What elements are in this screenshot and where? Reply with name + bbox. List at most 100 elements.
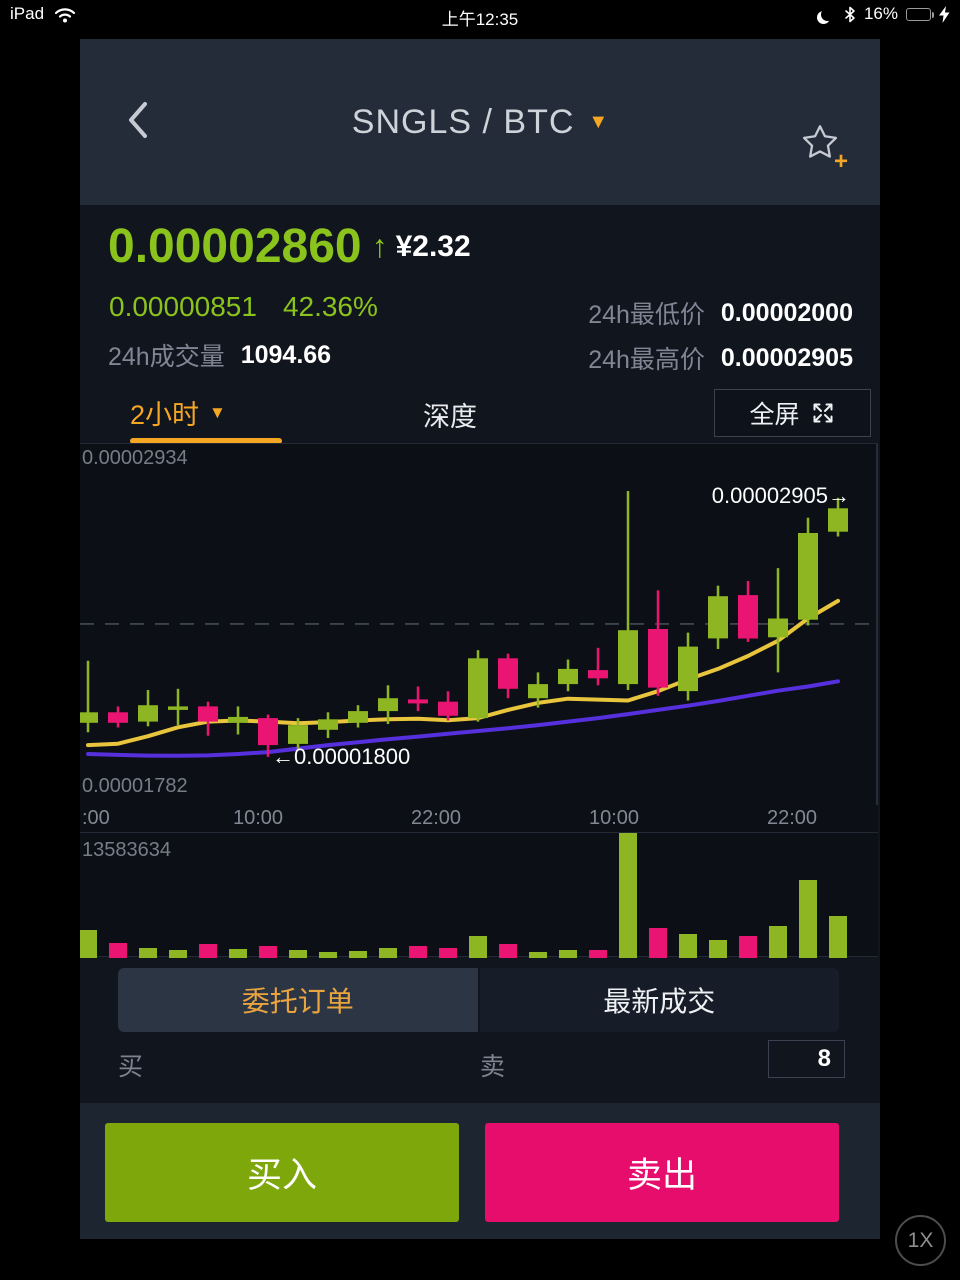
candle-body [798,533,818,620]
candle-svg [78,491,878,758]
volume-bar [409,946,427,958]
volume-bar [529,952,547,958]
time-label: 10:00 [232,807,284,829]
back-chevron-icon [129,102,147,138]
high-value: 0.00002905 [720,343,853,372]
volume-bar [619,833,637,958]
buy-button[interactable]: 买入 [105,1123,459,1222]
low-annotation: ←0.00001800 [272,744,410,770]
candle-body [78,712,98,723]
candle-body [408,699,428,704]
volume-bar [229,949,247,958]
volume-bar [439,948,457,958]
candle-body [588,670,608,679]
orders-seg-control: 委托订单 最新成交 [118,968,839,1032]
volume-bar [679,934,697,958]
low-annotation-text: 0.00001800 [294,743,411,769]
tab-depth[interactable]: 深度 [423,402,477,432]
page-title: SNGLS / BTC [351,102,575,141]
bluetooth-icon [845,6,855,22]
time-label: 10:00 [588,807,640,829]
volume-bar [469,936,487,958]
display-scale-button[interactable]: 1X [895,1215,946,1266]
add-favorite-button[interactable]: + [798,123,848,175]
back-button[interactable] [126,101,150,144]
last-price: 0.00002860 [108,220,362,273]
candle-body [558,668,578,685]
candle-body [768,618,788,638]
buy-column-header: 买 [118,1053,144,1081]
candle-body [438,701,458,716]
depth-count-selector[interactable]: 8 [768,1040,845,1078]
volume-bar [589,950,607,958]
pair-selector[interactable]: SNGLS / BTC ▼ [80,39,880,205]
volume-bar [289,950,307,958]
sell-column-header: 卖 [480,1053,506,1081]
volume-label: 24h成交量 [108,343,225,371]
status-right: 16% [821,4,950,24]
candle-body [228,716,248,723]
price-up-arrow-icon: ↑ [371,228,388,264]
candlestick-chart[interactable]: 0.00002934 0.00001782 ←0.00001800 0.0000… [78,443,878,805]
change-abs: 0.00000851 [109,291,257,322]
change-row: 0.00000851 42.36% [109,291,378,323]
candle-body [168,706,188,710]
sell-button[interactable]: 卖出 [485,1123,839,1222]
volume-bar [499,944,517,958]
candle-body [318,719,338,730]
status-left: iPad [10,4,77,24]
volume-bar [79,930,97,958]
volume-bar [379,948,397,958]
tab-open-orders[interactable]: 委托订单 [118,968,478,1032]
battery-icon [906,7,934,21]
left-arrow-icon: ← [272,743,294,769]
chart-tabs-row: 2小时 ▼ 深度 全屏 [80,385,880,444]
volume-bar [139,948,157,958]
charging-bolt-icon [939,5,950,23]
high-annotation: 0.00002905→ [712,483,850,509]
low-row: 24h最低价 0.00002000 [588,295,853,331]
chart-min-label: 0.00001782 [82,775,188,797]
volume-value: 1094.66 [240,340,332,369]
candle-body [708,596,728,639]
volume-bar [769,926,787,958]
tab-latest-trades[interactable]: 最新成交 [479,968,839,1032]
volume-bar [739,936,757,958]
volume-bar [709,940,727,958]
active-tab-underline [130,438,282,444]
candle-body [468,658,488,719]
fiat-price: ¥2.32 [395,229,471,263]
volume-chart[interactable]: 13583634 [79,832,878,958]
plus-icon: + [833,148,848,175]
chart-max-label: 0.00002934 [82,447,188,469]
chevron-down-icon: ▼ [209,402,226,422]
time-label: :00 [82,807,110,829]
volume-bar [829,916,847,958]
volume-bar [319,952,337,958]
ticker-panel: 0.00002860 ↑ ¥2.32 0.00000851 42.36% 24h… [80,205,880,385]
candle-body [528,684,548,699]
time-label: 22:00 [410,807,462,829]
volume-bar [199,944,217,958]
candle-body [738,595,758,639]
candle-body [348,711,368,723]
candle-body [138,705,158,722]
clock: 上午12:35 [441,10,519,29]
high-row: 24h最高价 0.00002905 [588,340,853,376]
interval-label: 2小时 [130,400,200,430]
fullscreen-button[interactable]: 全屏 [714,389,871,437]
right-arrow-icon: → [828,482,850,508]
chevron-down-icon: ▼ [588,110,609,133]
time-label: 22:00 [766,807,818,829]
candle-body [288,725,308,744]
candle-body [198,706,218,722]
candle-body [378,698,398,712]
volume-max-label: 13583634 [82,839,171,861]
volume-bar [649,928,667,958]
tab-interval[interactable]: 2小时 ▼ [130,393,226,432]
volume-bar [349,951,367,958]
low-label: 24h最低价 [588,301,705,329]
volume-bar [109,943,127,958]
fullscreen-label: 全屏 [749,401,800,429]
battery-nub [932,11,934,18]
